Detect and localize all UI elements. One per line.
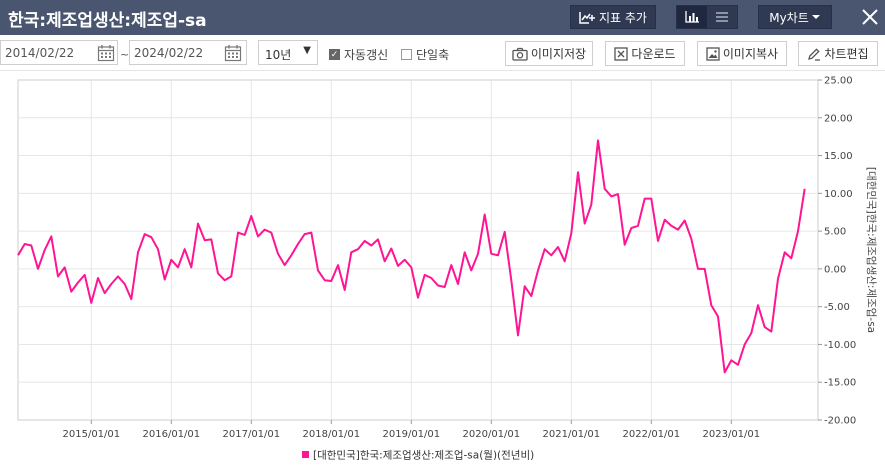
period-value: 10년 (265, 48, 292, 62)
start-date-input[interactable]: 2014/02/22 (0, 40, 118, 65)
y-axis-ticks: 25.00 20.00 15.00 10.00 5.00 0.00 -5.00 -10.00 -… (818, 76, 856, 427)
x-tick-label: 2019/01/01 (383, 429, 441, 440)
save-image-label: 이미지저장 (530, 47, 587, 61)
add-chart-icon (579, 11, 595, 24)
single-axis-checkbox[interactable]: 단일축 (401, 46, 449, 63)
checkbox-checked-icon: ✓ (329, 49, 340, 60)
y-tick-label: -20.00 (824, 416, 856, 427)
edit-icon (808, 47, 821, 61)
view-toggle[interactable] (676, 5, 738, 29)
x-tick-label: 2022/01/01 (623, 429, 681, 440)
y-tick-label: 15.00 (824, 151, 853, 162)
x-tick-label: 2020/01/01 (463, 429, 521, 440)
title-bar: 한국:제조업생산:제조업-sa 지표 추가 My차트 (0, 0, 885, 35)
x-axis-ticks: 2015/01/01 2016/01/01 2017/01/01 2018/01/01… (63, 420, 761, 440)
chart-title: 한국:제조업생산:제조업-sa (8, 11, 207, 31)
y-tick-label: 20.00 (824, 113, 853, 124)
bar-chart-icon[interactable] (677, 6, 707, 28)
caret-down-icon (811, 15, 820, 19)
calendar-icon[interactable] (97, 44, 115, 62)
legend-swatch (302, 451, 309, 458)
y-tick-label: -10.00 (824, 340, 856, 351)
plot-area (17, 79, 819, 421)
end-date-value: 2024/02/22 (134, 46, 204, 60)
chart-toolbar: 2014/02/22 ~ 2024/02/22 10년 ▼ ✓ 자동갱신 단일축… (0, 35, 885, 71)
calendar-icon[interactable] (224, 44, 242, 62)
excel-icon (614, 46, 629, 61)
save-image-button[interactable]: 이미지저장 (505, 41, 593, 66)
auto-refresh-checkbox[interactable]: ✓ 자동갱신 (329, 46, 388, 63)
series-line (17, 139, 806, 374)
legend: [대한민국]한국:제조업생산:제조업-sa(월)(전년비) (302, 449, 534, 462)
checkbox-unchecked-icon (401, 49, 412, 60)
copy-image-label: 이미지복사 (722, 47, 779, 61)
add-indicator-button[interactable]: 지표 추가 (570, 5, 656, 29)
single-axis-label: 단일축 (416, 48, 450, 62)
image-icon (706, 46, 720, 61)
dropdown-arrow-icon: ▼ (303, 45, 311, 56)
y-axis-label: [대한민국]한국:제조업생산:제조업-sa (865, 167, 878, 333)
start-date-value: 2014/02/22 (5, 46, 75, 60)
close-icon[interactable] (860, 7, 880, 27)
x-tick-label: 2021/01/01 (543, 429, 601, 440)
line-chart: 25.00 20.00 15.00 10.00 5.00 0.00 -5.00 -10.00 -… (17, 76, 878, 462)
y-tick-label: 25.00 (824, 76, 853, 87)
auto-refresh-label: 자동갱신 (344, 48, 389, 62)
y-tick-label: -15.00 (824, 378, 856, 389)
x-tick-label: 2017/01/01 (223, 429, 281, 440)
legend-label: [대한민국]한국:제조업생산:제조업-sa(월)(전년비) (313, 449, 534, 462)
x-tick-label: 2018/01/01 (303, 429, 361, 440)
list-icon[interactable] (707, 6, 737, 28)
camera-icon (512, 47, 528, 61)
y-tick-label: 5.00 (824, 227, 846, 238)
edit-chart-label: 차트편집 (824, 47, 869, 61)
horizontal-gridlines (18, 117, 818, 383)
edit-chart-button[interactable]: 차트편집 (798, 41, 878, 66)
x-tick-label: 2023/01/01 (703, 429, 761, 440)
period-select[interactable]: 10년 ▼ (258, 40, 318, 65)
y-tick-label: 0.00 (824, 264, 846, 275)
end-date-input[interactable]: 2024/02/22 (129, 40, 247, 65)
series-layer (17, 139, 806, 374)
download-button[interactable]: 다운로드 (605, 41, 685, 66)
add-indicator-label: 지표 추가 (599, 10, 647, 25)
copy-image-button[interactable]: 이미지복사 (697, 41, 787, 66)
my-chart-dropdown[interactable]: My차트 (758, 5, 832, 29)
x-tick-label: 2015/01/01 (63, 429, 121, 440)
x-tick-label: 2016/01/01 (143, 429, 201, 440)
my-chart-label: My차트 (769, 10, 809, 25)
download-label: 다운로드 (631, 47, 676, 61)
y-tick-label: -5.00 (824, 302, 850, 313)
date-separator: ~ (120, 48, 130, 61)
y-tick-label: 10.00 (824, 189, 853, 200)
